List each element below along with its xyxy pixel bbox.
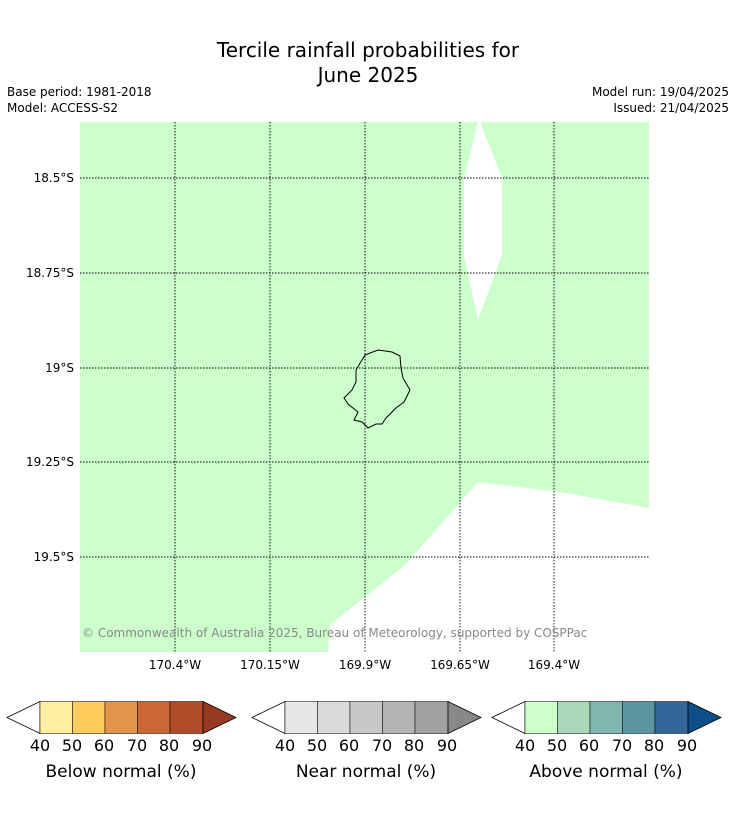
cbar-near-under-arrow xyxy=(251,700,286,735)
cbar-below-swatch-5 xyxy=(169,701,204,734)
issued-date: Issued: 21/04/2025 xyxy=(613,101,729,115)
lat-label-5: 19.5°S xyxy=(33,550,74,564)
lat-label-2: 18.75°S xyxy=(26,266,74,280)
lat-label-4: 19.25°S xyxy=(26,455,74,469)
cbar-below-tick-70: 70 xyxy=(126,736,148,755)
cbar-near-swatch-1 xyxy=(284,701,318,734)
copyright-notice: © Commonwealth of Australia 2025, Bureau… xyxy=(82,626,588,640)
cbar-above-swatch-4 xyxy=(622,701,656,734)
above-normal-region xyxy=(80,122,649,652)
cbar-near-title: Near normal (%) xyxy=(295,762,437,782)
meta-left: Base period: 1981-2018 Model: ACCESS-S2 xyxy=(7,84,152,116)
cbar-near-tick-90: 90 xyxy=(436,736,458,755)
cbar-above-swatch-1 xyxy=(524,701,558,734)
cbar-below-tick-90: 90 xyxy=(191,736,213,755)
cbar-above-tick-40: 40 xyxy=(514,736,536,755)
cbar-above-swatch-5 xyxy=(654,701,689,734)
lon-label-1: 170.4°W xyxy=(148,658,202,672)
cbar-near-swatch-2 xyxy=(317,701,351,734)
map-canvas xyxy=(80,122,649,652)
cbar-near-over-arrow xyxy=(447,700,482,735)
cbar-below-tick-50: 50 xyxy=(61,736,83,755)
cbar-near-tick-70: 70 xyxy=(371,736,393,755)
lon-label-2: 170.15°W xyxy=(240,658,300,672)
cbar-below-under-arrow xyxy=(6,700,41,735)
cbar-above-swatch-2 xyxy=(557,701,591,734)
island-coastline xyxy=(343,349,411,429)
cbar-above-tick-70: 70 xyxy=(611,736,633,755)
cbar-below-title: Below normal (%) xyxy=(45,762,197,782)
cbar-above-tick-50: 50 xyxy=(546,736,568,755)
model-name: Model: ACCESS-S2 xyxy=(7,101,119,115)
cbar-near-tick-40: 40 xyxy=(274,736,296,755)
colorbar-below-normal xyxy=(6,700,237,735)
lon-label-3: 169.9°W xyxy=(338,658,392,672)
title-line-2: June 2025 xyxy=(317,63,419,87)
lat-label-3: 19°S xyxy=(45,361,74,375)
cbar-near-tick-80: 80 xyxy=(403,736,425,755)
cbar-near-tick-50: 50 xyxy=(306,736,328,755)
cbar-below-over-arrow xyxy=(202,700,237,735)
cbar-below-swatch-4 xyxy=(137,701,171,734)
cbar-below-swatch-1 xyxy=(39,701,73,734)
lon-label-4: 169.65°W xyxy=(430,658,490,672)
lon-label-5: 169.4°W xyxy=(527,658,581,672)
title-line-1: Tercile rainfall probabilities for xyxy=(216,38,520,62)
gridlines xyxy=(80,122,649,652)
cbar-below-tick-80: 80 xyxy=(158,736,180,755)
cbar-above-under-arrow xyxy=(491,700,526,735)
base-period: Base period: 1981-2018 xyxy=(7,85,152,99)
map-title: Tercile rainfall probabilities for June … xyxy=(0,38,736,88)
meta-right: Model run: 19/04/2025 Issued: 21/04/2025 xyxy=(592,84,729,116)
cbar-above-title: Above normal (%) xyxy=(529,762,683,782)
colorbar-above-normal xyxy=(491,700,722,735)
cbar-near-swatch-4 xyxy=(382,701,416,734)
cbar-below-swatch-3 xyxy=(104,701,138,734)
cbar-above-over-arrow xyxy=(687,700,722,735)
cbar-near-swatch-5 xyxy=(414,701,449,734)
cbar-below-swatch-2 xyxy=(72,701,106,734)
lat-label-1: 18.5°S xyxy=(33,171,74,185)
cbar-below-tick-40: 40 xyxy=(29,736,51,755)
cbar-above-swatch-3 xyxy=(589,701,623,734)
colorbar-near-normal xyxy=(251,700,482,735)
cbar-above-tick-80: 80 xyxy=(643,736,665,755)
cbar-above-tick-90: 90 xyxy=(676,736,698,755)
cbar-near-tick-60: 60 xyxy=(338,736,360,755)
model-run: Model run: 19/04/2025 xyxy=(591,85,729,99)
cbar-below-tick-60: 60 xyxy=(93,736,115,755)
cbar-above-tick-60: 60 xyxy=(578,736,600,755)
cbar-near-swatch-3 xyxy=(349,701,383,734)
